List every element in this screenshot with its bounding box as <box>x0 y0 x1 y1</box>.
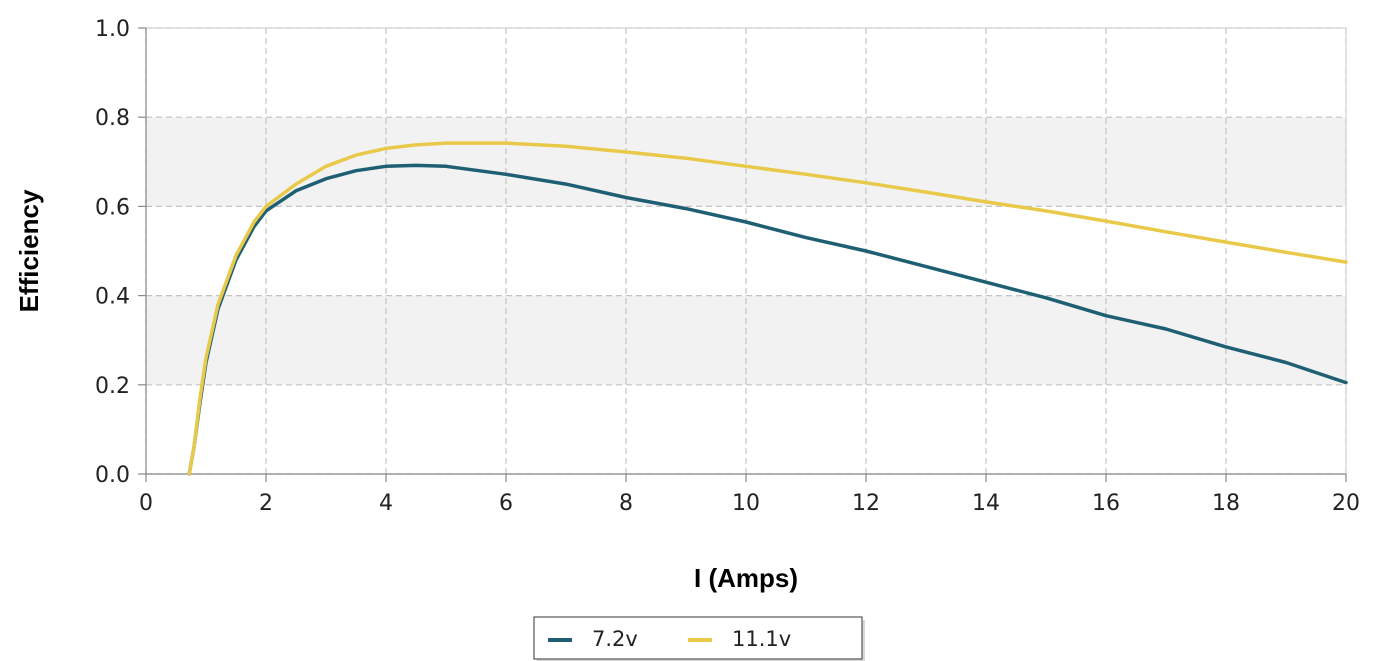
x-tick-label: 2 <box>259 491 273 516</box>
x-axis: 0 2 4 6 8 10 12 14 16 18 20 <box>139 473 1360 516</box>
y-axis-title: Efficiency <box>14 189 44 312</box>
series-line-11-1v <box>187 141 1348 476</box>
x-tick-label: 6 <box>499 491 513 516</box>
y-tick-label: 1.0 <box>95 17 130 42</box>
legend-label: 11.1v <box>732 627 791 651</box>
y-tick-label: 0.0 <box>95 463 130 488</box>
y-axis: 0.0 0.2 0.4 0.6 0.8 1.0 <box>95 17 147 488</box>
x-tick-label: 0 <box>139 491 153 516</box>
x-tick-label: 8 <box>619 491 633 516</box>
legend: 7.2v 11.1v <box>533 616 865 661</box>
x-tick-label: 14 <box>972 491 1000 516</box>
series-group <box>187 141 1348 476</box>
x-tick-label: 4 <box>379 491 393 516</box>
x-tick-label: 18 <box>1212 491 1240 516</box>
y-tick-label: 0.2 <box>95 374 130 399</box>
y-tick-label: 0.8 <box>95 106 130 131</box>
y-tick-label: 0.6 <box>95 195 130 220</box>
y-tick-label: 0.4 <box>95 285 130 310</box>
x-tick-label: 10 <box>732 491 760 516</box>
x-tick-label: 16 <box>1092 491 1120 516</box>
x-tick-label: 12 <box>852 491 880 516</box>
x-tick-label: 20 <box>1332 491 1360 516</box>
legend-label: 7.2v <box>592 627 638 651</box>
x-axis-title: I (Amps) <box>694 563 798 593</box>
